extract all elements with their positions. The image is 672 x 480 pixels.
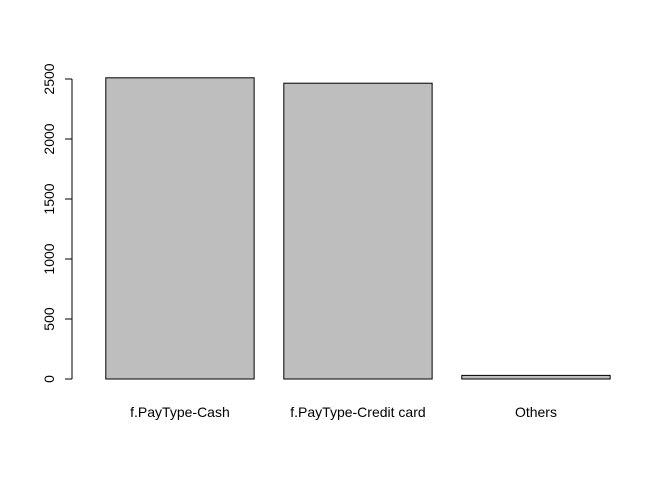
x-tick-label: f.PayType-Credit card [290,404,425,420]
y-tick-label: 0 [41,375,57,383]
y-tick-label: 1500 [41,183,57,214]
x-tick-label: Others [515,404,557,420]
bars-group [105,77,611,380]
y-tick-label: 500 [41,307,57,331]
y-tick-label: 2500 [41,63,57,94]
x-tick-label: f.PayType-Cash [130,404,230,420]
x-axis-labels: f.PayType-Cash f.PayType-Credit card Other… [130,404,557,420]
y-axis: 0 500 1000 1500 2000 2500 [41,63,73,383]
y-tick-label: 1000 [41,243,57,274]
bar [105,77,255,380]
bar [283,82,433,380]
y-tick-label: 2000 [41,123,57,154]
bar [461,374,611,380]
